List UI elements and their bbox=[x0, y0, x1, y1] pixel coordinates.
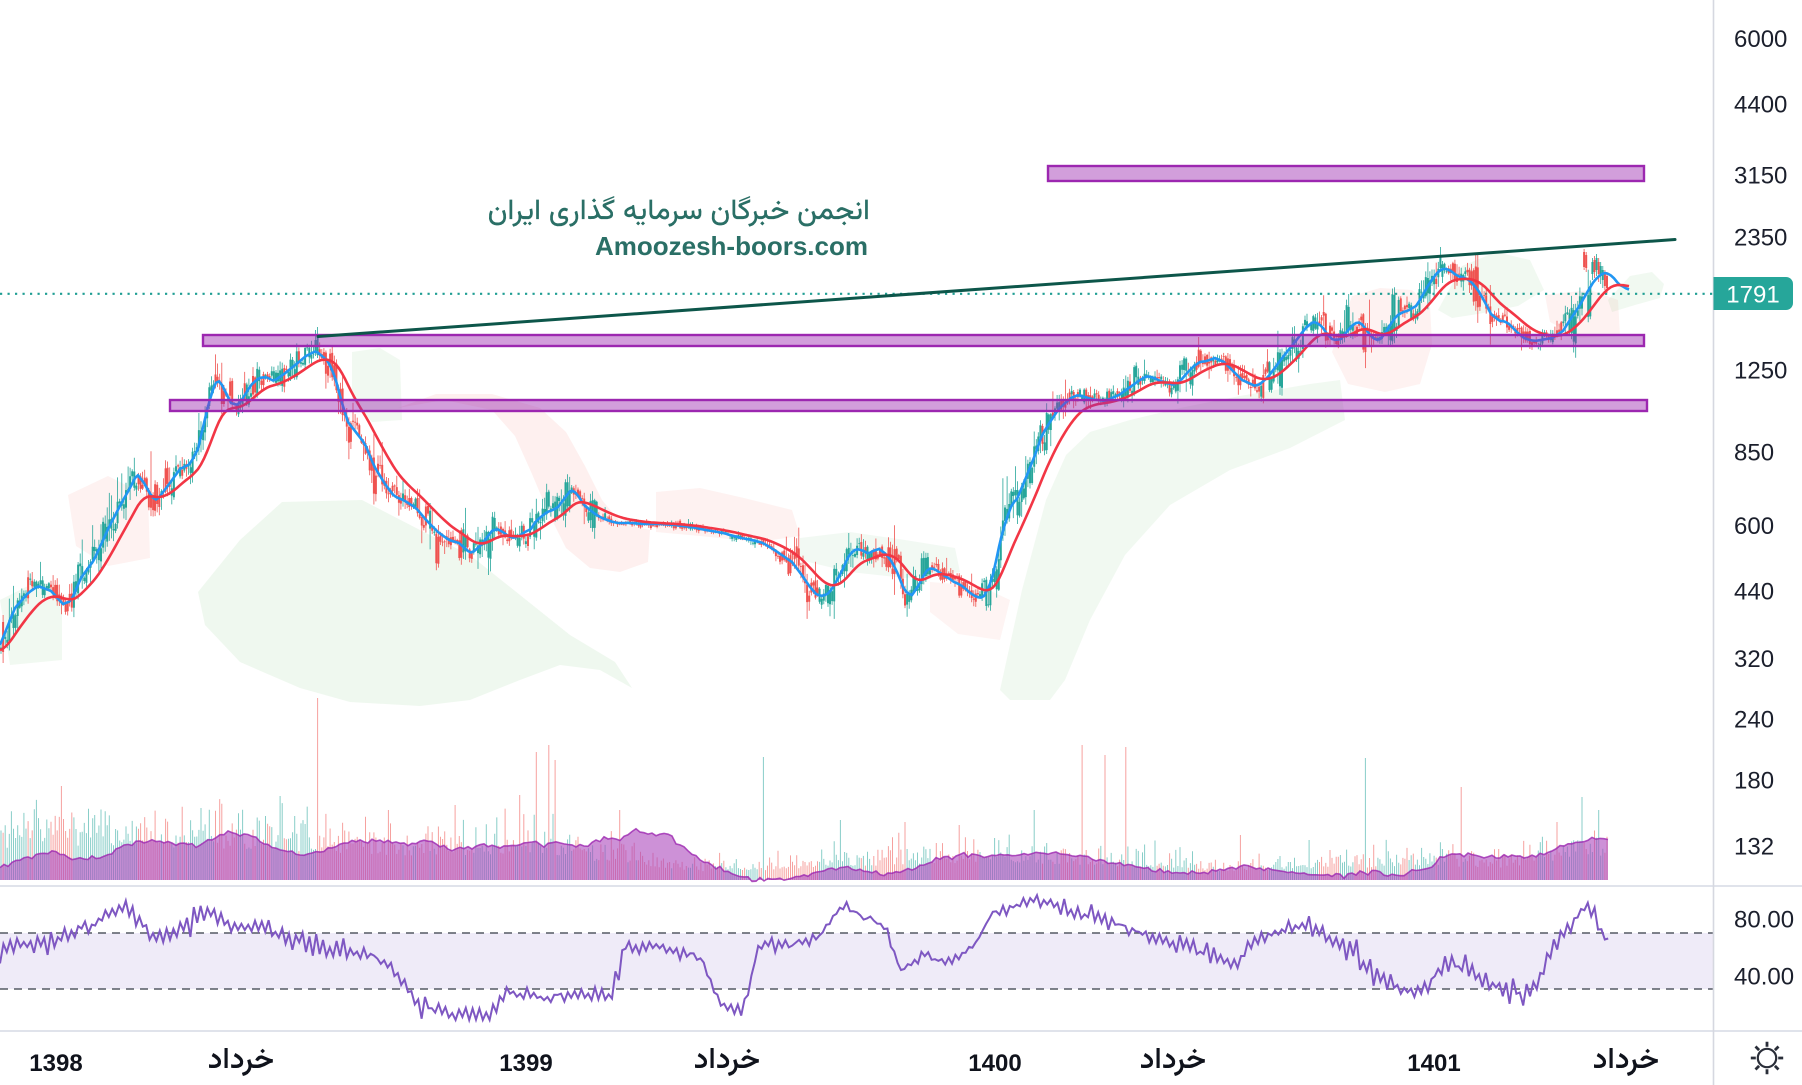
svg-text:1400: 1400 bbox=[968, 1050, 1021, 1077]
svg-text:1791: 1791 bbox=[1726, 282, 1779, 309]
svg-text:850: 850 bbox=[1734, 440, 1774, 467]
svg-text:1398: 1398 bbox=[29, 1050, 82, 1077]
svg-text:240: 240 bbox=[1734, 707, 1774, 734]
svg-text:1399: 1399 bbox=[499, 1050, 552, 1077]
svg-text:180: 180 bbox=[1734, 768, 1774, 795]
svg-text:1250: 1250 bbox=[1734, 358, 1787, 385]
svg-text:2350: 2350 bbox=[1734, 225, 1787, 252]
svg-text:1401: 1401 bbox=[1407, 1050, 1460, 1077]
svg-text:3150: 3150 bbox=[1734, 163, 1787, 190]
svg-text:40.00: 40.00 bbox=[1734, 964, 1794, 991]
svg-text:320: 320 bbox=[1734, 646, 1774, 673]
svg-text:440: 440 bbox=[1734, 579, 1774, 606]
svg-text:Amoozesh-boors.com: Amoozesh-boors.com bbox=[595, 231, 868, 261]
svg-text:132: 132 bbox=[1734, 834, 1774, 861]
svg-text:6000: 6000 bbox=[1734, 26, 1787, 53]
svg-text:4400: 4400 bbox=[1734, 92, 1787, 119]
svg-text:80.00: 80.00 bbox=[1734, 907, 1794, 934]
svg-text:600: 600 bbox=[1734, 513, 1774, 540]
